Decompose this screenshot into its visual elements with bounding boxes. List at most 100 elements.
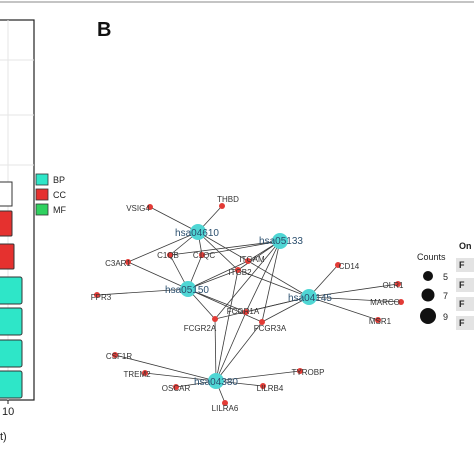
legend-label-mf: MF — [53, 205, 66, 215]
gene-label-vsig4: VSIG4 — [126, 204, 150, 213]
table-header-cell — [456, 236, 474, 254]
edge-hsa05150-C3AR1 — [127, 261, 189, 290]
edge-hsa04610-VSIG4 — [149, 206, 199, 233]
edge-hsa05133-C1QB — [169, 240, 281, 256]
edge-hsa05150-FCGR3A — [187, 288, 263, 323]
counts-legend-dot-7 — [421, 288, 435, 302]
counts-legend-label-5: 5 — [443, 272, 448, 282]
gene-node-msr1 — [375, 317, 381, 323]
pathway-label-hsa04145: hsa04145 — [288, 293, 332, 304]
legend-swatch-bp — [35, 173, 49, 186]
table-row — [456, 316, 474, 330]
gene-node-lilrb4 — [260, 383, 266, 389]
edge-hsa04380-TYROBP — [215, 370, 301, 382]
table-row — [456, 258, 474, 272]
panel-label: B — [97, 19, 111, 41]
gene-label-fcgr3a: FCGR3A — [254, 324, 287, 333]
table-row-fragment: F — [459, 318, 465, 328]
edge-hsa04145-FCGR3A — [261, 296, 310, 323]
edge-hsa05150-ITGAM — [187, 260, 249, 290]
edge-hsa04380-FCGR2A — [214, 318, 217, 382]
pathway-node-hsa04145 — [301, 289, 317, 305]
right-table-fragment: On F F F F — [456, 236, 474, 330]
gene-label-msr1: MSR1 — [369, 317, 392, 326]
edge-hsa04145-MARCO — [308, 296, 402, 303]
edge-hsa05150-ITGB2 — [187, 269, 239, 290]
gene-label-fcgr2a: FCGR2A — [184, 324, 217, 333]
edge-hsa04380-ITGB2 — [215, 269, 239, 382]
gene-label-lilrb4: LILRB4 — [257, 384, 284, 393]
pathway-label-hsa05150: hsa05150 — [165, 285, 209, 296]
pathway-node-hsa04380 — [208, 373, 224, 389]
gene-node-fpr3 — [94, 292, 100, 298]
gene-label-thbd: THBD — [217, 195, 239, 204]
table-row-fragment: F — [459, 280, 465, 290]
gene-node-vsig4 — [147, 204, 153, 210]
bar-bp — [0, 307, 23, 336]
edge-hsa04145-ITGAM — [247, 260, 310, 298]
gene-node-c1qb — [167, 252, 173, 258]
gene-node-marco — [398, 299, 404, 305]
bar-cc — [0, 243, 15, 270]
network-labels: THBD VSIG4 C3AR1 C1QB C1QC ITGAM CD14 ITGB2 FPR3… — [91, 195, 404, 413]
panel-a-frame — [0, 19, 35, 401]
counts-legend-label-9: 9 — [443, 312, 448, 322]
gene-label-csf1r: CSF1R — [106, 352, 132, 361]
bar-bp — [0, 339, 23, 368]
network-nodes — [94, 203, 404, 406]
gene-label-cd14: CD14 — [339, 262, 360, 271]
category-legend: BP CC MF — [35, 173, 66, 216]
gene-node-itgam — [245, 258, 251, 264]
gene-node-fcgr3a — [259, 319, 265, 325]
gene-node-trem2 — [142, 370, 148, 376]
pathway-label-hsa04380: hsa04380 — [194, 377, 238, 388]
gene-label-oscar: OSCAR — [162, 384, 191, 393]
gene-node-itgb2 — [235, 267, 241, 273]
counts-legend: Counts 5 7 9 — [417, 252, 448, 324]
pathway-node-hsa04610 — [190, 224, 206, 240]
bar-bp — [0, 370, 23, 399]
axis-tick-label: 10 — [2, 406, 14, 418]
gene-node-fcgr1a — [243, 309, 249, 315]
table-row — [456, 297, 474, 311]
legend-swatch-cc — [35, 188, 49, 201]
gene-node-c3ar1 — [125, 259, 131, 265]
edge-hsa04610-C3AR1 — [127, 231, 199, 263]
counts-legend-title: Counts — [417, 252, 446, 262]
edge-hsa05133-ITGB2 — [237, 240, 281, 271]
table-row — [456, 278, 474, 292]
edge-hsa05133-C1QC — [201, 240, 281, 256]
table-row-fragment: F — [459, 260, 465, 270]
gene-node-tyrobp — [297, 368, 303, 374]
edge-hsa04380-TREM2 — [144, 372, 217, 382]
gene-node-cd14 — [335, 262, 341, 268]
counts-legend-dot-5 — [423, 271, 433, 281]
edge-hsa04610-ITGB2 — [197, 231, 239, 271]
edge-hsa04145-MSR1 — [308, 296, 379, 321]
edge-hsa04145-FCGR2A — [214, 296, 310, 320]
gene-label-itgam: ITGAM — [239, 255, 265, 264]
gene-label-lilra6: LILRA6 — [212, 404, 239, 413]
table-row-fragment: F — [459, 299, 465, 309]
gene-label-fcgr1a: FCGR1A — [227, 307, 260, 316]
panel-a-fragment: 10 t) — [0, 19, 35, 443]
gene-label-fpr3: FPR3 — [91, 293, 112, 302]
pathway-node-hsa05150 — [180, 281, 196, 297]
pathway-label-hsa04610: hsa04610 — [175, 228, 219, 239]
network-edges — [96, 205, 402, 404]
edge-hsa04145-ITGB2 — [237, 269, 310, 298]
gene-node-c1qc — [199, 252, 205, 258]
edge-hsa05150-FCGR1A — [187, 288, 247, 313]
legend-label-bp: BP — [53, 175, 65, 185]
gene-label-c1qb: C1QB — [157, 251, 179, 260]
counts-legend-label-7: 7 — [443, 291, 448, 301]
counts-legend-dot-9 — [420, 308, 436, 324]
pathway-label-hsa05133: hsa05133 — [259, 236, 303, 247]
gene-label-olr1: OLR1 — [383, 281, 404, 290]
bar-bp — [0, 276, 23, 305]
edge-hsa04145-OLR1 — [308, 283, 399, 298]
axis-label-fragment: t) — [0, 431, 7, 443]
bar-fragment — [0, 181, 13, 207]
edge-hsa05133-FCGR3A — [261, 240, 281, 323]
